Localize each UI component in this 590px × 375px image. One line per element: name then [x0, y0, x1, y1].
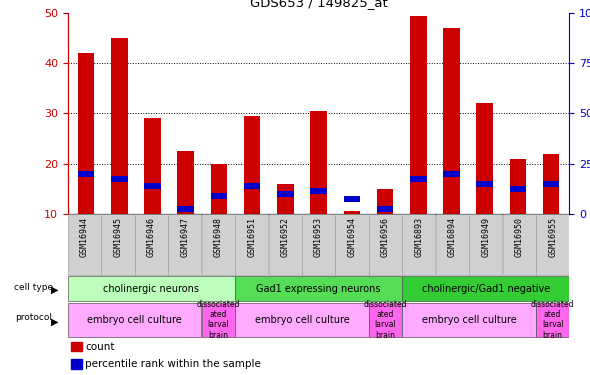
Bar	[78, 171, 94, 177]
Bar	[144, 183, 161, 189]
Bar	[510, 159, 526, 214]
Bar	[476, 181, 493, 187]
Text: dissociated
ated
larval
brain: dissociated ated larval brain	[531, 300, 575, 340]
Text: percentile rank within the sample: percentile rank within the sample	[86, 359, 261, 369]
Bar	[510, 186, 526, 192]
Bar	[402, 214, 435, 275]
Text: GSM16950: GSM16950	[514, 217, 524, 257]
Bar	[277, 190, 294, 197]
Bar	[111, 176, 127, 181]
Text: GSM16951: GSM16951	[247, 217, 256, 257]
Bar	[310, 188, 327, 194]
Text: GSM16947: GSM16947	[181, 217, 189, 257]
Bar	[144, 118, 161, 214]
Bar	[68, 276, 235, 302]
Text: GSM16954: GSM16954	[348, 217, 356, 257]
Text: GSM16893: GSM16893	[414, 217, 424, 257]
Bar	[503, 214, 536, 275]
Bar	[202, 214, 235, 275]
Bar	[68, 303, 201, 337]
Bar	[543, 181, 559, 187]
Bar	[235, 276, 402, 302]
Bar	[302, 214, 335, 275]
Bar	[211, 193, 227, 199]
Bar	[536, 214, 569, 275]
Text: GSM16946: GSM16946	[147, 217, 156, 257]
Bar	[268, 214, 301, 275]
Text: GSM16948: GSM16948	[214, 217, 223, 257]
Title: GDS653 / 149825_at: GDS653 / 149825_at	[250, 0, 388, 9]
Text: protocol: protocol	[15, 314, 53, 322]
Bar	[469, 214, 502, 275]
Bar	[543, 154, 559, 214]
Text: embryo cell culture: embryo cell culture	[422, 315, 516, 325]
Bar	[476, 104, 493, 214]
Bar	[369, 303, 402, 337]
Bar	[377, 206, 394, 212]
Bar	[402, 276, 569, 302]
Text: GSM16953: GSM16953	[314, 217, 323, 257]
Text: Gad1 expressing neurons: Gad1 expressing neurons	[256, 284, 381, 294]
Bar	[343, 196, 360, 202]
Bar	[168, 214, 201, 275]
Text: dissociated
ated
larval
brain: dissociated ated larval brain	[363, 300, 407, 340]
Bar	[336, 214, 369, 275]
Bar	[235, 214, 268, 275]
Text: embryo cell culture: embryo cell culture	[254, 315, 349, 325]
Bar	[244, 183, 260, 189]
Text: GSM16949: GSM16949	[481, 217, 490, 257]
Text: count: count	[86, 342, 115, 352]
Text: ▶: ▶	[51, 316, 58, 327]
Text: cholinergic/Gad1 negative: cholinergic/Gad1 negative	[422, 284, 550, 294]
Bar	[310, 111, 327, 214]
Bar	[78, 53, 94, 214]
Text: dissociated
ated
larval
brain: dissociated ated larval brain	[196, 300, 240, 340]
Text: GSM16952: GSM16952	[281, 217, 290, 257]
Bar	[178, 151, 194, 214]
Bar	[68, 214, 101, 275]
Text: GSM16956: GSM16956	[381, 217, 390, 257]
Bar	[343, 211, 360, 214]
Bar	[536, 303, 569, 337]
Bar	[178, 206, 194, 212]
Bar	[71, 342, 82, 351]
Bar	[377, 189, 394, 214]
Text: GSM16894: GSM16894	[448, 217, 457, 257]
Bar	[244, 116, 260, 214]
Bar	[410, 16, 427, 214]
Text: cell type: cell type	[14, 283, 54, 292]
Bar	[277, 184, 294, 214]
Bar	[135, 214, 168, 275]
Bar	[101, 214, 135, 275]
Text: ▶: ▶	[51, 285, 58, 295]
Text: embryo cell culture: embryo cell culture	[87, 315, 182, 325]
Bar	[410, 176, 427, 181]
Bar	[202, 303, 235, 337]
Text: GSM16945: GSM16945	[113, 217, 123, 257]
Text: GSM16944: GSM16944	[80, 217, 89, 257]
Bar	[111, 38, 127, 214]
Bar	[402, 303, 536, 337]
Bar	[443, 171, 460, 177]
Bar	[71, 359, 82, 369]
Text: cholinergic neurons: cholinergic neurons	[103, 284, 199, 294]
Bar	[436, 214, 469, 275]
Text: GSM16955: GSM16955	[548, 217, 557, 257]
Bar	[211, 164, 227, 214]
Bar	[369, 214, 402, 275]
Bar	[235, 303, 369, 337]
Bar	[443, 28, 460, 214]
